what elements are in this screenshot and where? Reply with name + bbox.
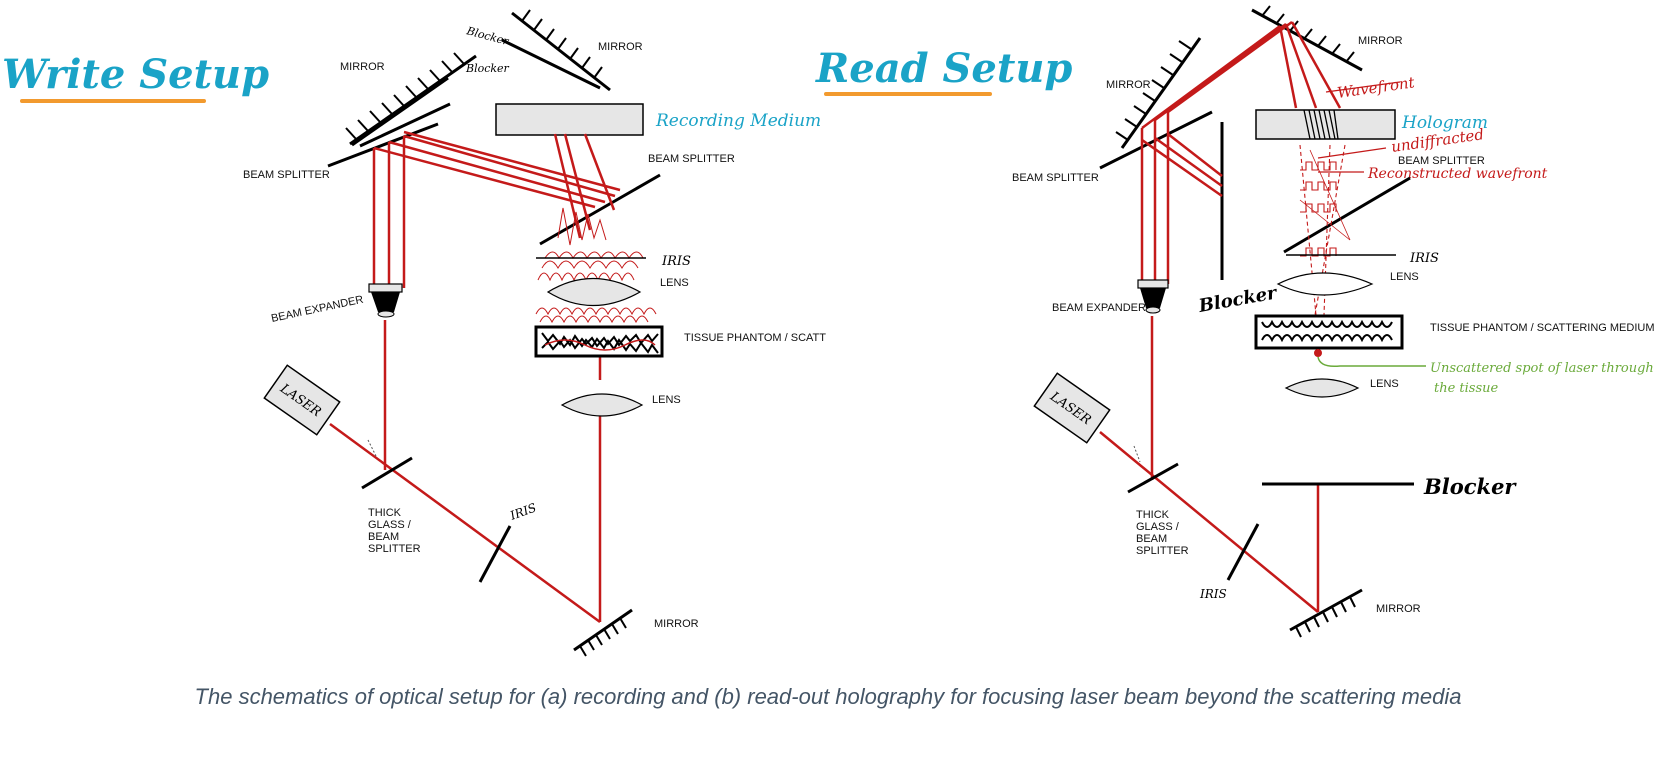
- read-hologram: [1255, 109, 1396, 140]
- write-blocker-top: [351, 76, 449, 147]
- read-iris-top-label: IRIS: [1409, 251, 1439, 266]
- write-lens-top: [546, 278, 642, 306]
- write-beams: [329, 130, 621, 624]
- write-dashed-reflection: [367, 439, 377, 457]
- read-beam-expander: [1137, 279, 1169, 314]
- read-unscattered-label-1: Unscattered spot of laser through: [1430, 361, 1654, 376]
- write-mirror-top-right-label: MIRROR: [598, 41, 643, 53]
- svg-text:GLASS /: GLASS /: [1136, 521, 1180, 533]
- write-mirror-bottom-label: MIRROR: [654, 618, 699, 630]
- svg-text:SPLITTER: SPLITTER: [368, 543, 421, 555]
- read-beam-splitter-left-label: BEAM SPLITTER: [1012, 172, 1099, 184]
- read-beam-splitter-right: [1283, 176, 1411, 254]
- figure-caption: The schematics of optical setup for (a) …: [194, 684, 1462, 709]
- read-undiffracted-arrow: [1317, 147, 1387, 159]
- read-wavefront-underline: [1325, 81, 1401, 93]
- write-beam-splitter-left-label: BEAM SPLITTER: [243, 169, 330, 181]
- write-tissue-phantom-label: TISSUE PHANTOM / SCATT: [684, 332, 826, 344]
- read-setup-title: Read Setup: [815, 45, 1072, 92]
- write-setup-title: Write Setup: [2, 51, 269, 98]
- write-scatter-threads: [535, 207, 657, 324]
- read-unscattered-label-2: the tissue: [1434, 381, 1499, 396]
- write-beam-splitter-right: [539, 173, 661, 246]
- write-laser: LASER: [263, 364, 341, 436]
- read-beam-splitter-right-label: BEAM SPLITTER: [1398, 155, 1485, 167]
- write-mirror-top-left-label: MIRROR: [340, 61, 385, 73]
- write-beam-splitter-left: [327, 122, 439, 168]
- svg-text:BEAM: BEAM: [1136, 533, 1167, 545]
- write-setup: Write Setup MIRROR Blocker Blocker: [2, 9, 826, 657]
- read-lens-top-label: LENS: [1390, 271, 1419, 283]
- read-mirror-top-left-label: MIRROR: [1106, 79, 1151, 91]
- write-iris-bottom-label: IRIS: [507, 501, 538, 524]
- read-tissue-phantom: [1254, 314, 1404, 357]
- read-blocker-bottom-label: Blocker: [1423, 474, 1517, 499]
- read-mirror-top-right-label: MIRROR: [1358, 35, 1403, 47]
- read-hologram-label: Hologram: [1401, 113, 1488, 133]
- write-blocker-label-1: Blocker: [464, 24, 510, 48]
- read-mirror-top-right: [1251, 5, 1363, 72]
- write-lens-top-label: LENS: [660, 277, 689, 289]
- write-recording-medium: [495, 103, 644, 136]
- write-lens-bottom: [560, 393, 644, 417]
- read-unscattered-arrow: [1317, 356, 1426, 368]
- read-iris-bottom: [1226, 523, 1260, 581]
- read-thick-glass-label: THICK GLASS / BEAM SPLITTER: [1136, 509, 1189, 557]
- read-tissue-phantom-label: TISSUE PHANTOM / SCATTERING MEDIUM: [1430, 322, 1655, 334]
- svg-text:GLASS /: GLASS /: [368, 519, 412, 531]
- read-iris-bottom-label: IRIS: [1199, 587, 1227, 601]
- read-wavefront-label: Wavefront: [1336, 73, 1417, 102]
- read-beam-expander-label: BEAM EXPANDER: [1052, 302, 1146, 314]
- write-blocker-label-2: Blocker: [465, 62, 510, 75]
- write-beam-expander: [368, 283, 403, 318]
- write-thick-glass-label: THICK GLASS / BEAM SPLITTER: [368, 507, 421, 555]
- write-iris-top-label: IRIS: [661, 254, 691, 269]
- svg-text:BEAM: BEAM: [368, 531, 399, 543]
- read-lens-top: [1276, 272, 1374, 296]
- svg-text:THICK: THICK: [368, 507, 402, 519]
- read-blocker-side-label: Blocker: [1196, 282, 1279, 317]
- svg-text:THICK: THICK: [1136, 509, 1170, 521]
- write-mirror-top-right: [501, 9, 611, 92]
- read-laser: LASER: [1033, 372, 1111, 444]
- read-thick-glass: [1127, 462, 1179, 494]
- write-tissue-phantom: [534, 325, 664, 358]
- write-iris-bottom: [478, 525, 512, 583]
- write-mirror-top-left: [345, 52, 477, 146]
- read-mirror-top-left: [1115, 37, 1202, 149]
- read-lens-bottom: [1284, 378, 1360, 398]
- write-beam-expander-label: BEAM EXPANDER: [270, 294, 364, 325]
- read-reconstructed-label: Reconstructed wavefront: [1367, 166, 1548, 182]
- read-mirror-bottom: [1289, 588, 1363, 638]
- write-lens-bottom-label: LENS: [652, 394, 681, 406]
- read-setup: Read Setup MIRROR: [815, 5, 1655, 638]
- write-blocker-top-2: [359, 102, 451, 148]
- write-thick-glass: [361, 456, 413, 490]
- read-beams: [1099, 20, 1342, 613]
- read-mirror-bottom-label: MIRROR: [1376, 603, 1421, 615]
- read-lens-bottom-label: LENS: [1370, 378, 1399, 390]
- write-recording-medium-label: Recording Medium: [655, 111, 821, 131]
- write-mirror-bottom: [573, 608, 633, 657]
- write-beam-splitter-right-label: BEAM SPLITTER: [648, 153, 735, 165]
- svg-text:SPLITTER: SPLITTER: [1136, 545, 1189, 557]
- read-dashed-reflection: [1133, 445, 1141, 463]
